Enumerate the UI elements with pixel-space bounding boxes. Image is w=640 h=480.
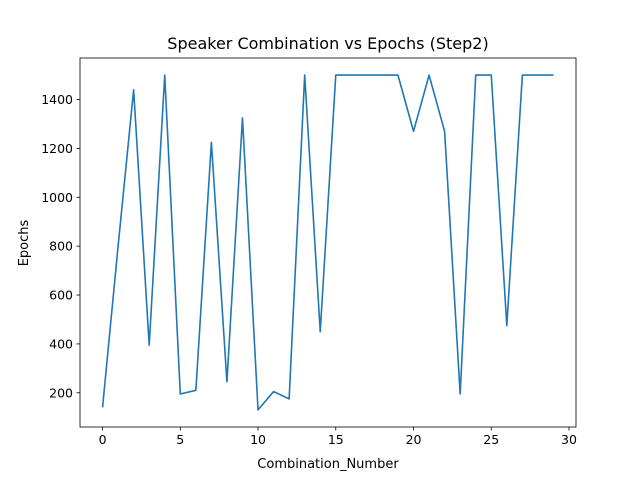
data-point bbox=[475, 74, 477, 76]
chart-title: Speaker Combination vs Epochs (Step2) bbox=[167, 34, 488, 53]
data-point bbox=[288, 398, 290, 400]
data-point bbox=[319, 330, 321, 332]
data-point bbox=[397, 74, 399, 76]
data-point bbox=[443, 130, 445, 132]
data-point bbox=[381, 74, 383, 76]
plot-area bbox=[79, 57, 577, 428]
y-tick-label: 600 bbox=[49, 288, 73, 303]
y-tick-label: 400 bbox=[49, 336, 73, 351]
x-tick-label: 5 bbox=[176, 432, 184, 447]
data-point bbox=[117, 245, 119, 247]
data-point bbox=[226, 381, 228, 383]
data-point bbox=[164, 74, 166, 76]
data-point bbox=[490, 74, 492, 76]
data-point bbox=[210, 141, 212, 143]
y-tick-label: 1400 bbox=[41, 92, 73, 107]
x-tick-label: 10 bbox=[250, 432, 266, 447]
data-point bbox=[272, 390, 274, 392]
x-tick-label: 30 bbox=[561, 432, 577, 447]
data-point bbox=[195, 389, 197, 391]
data-point bbox=[179, 393, 181, 395]
data-point bbox=[303, 74, 305, 76]
x-tick-label: 25 bbox=[483, 432, 499, 447]
series-line-0 bbox=[101, 74, 554, 411]
y-axis-ticks: 200 400 600 800 1000 1200 1400 bbox=[41, 92, 80, 400]
y-tick-label: 800 bbox=[49, 239, 73, 254]
y-tick-label: 1000 bbox=[41, 190, 73, 205]
data-point bbox=[552, 74, 554, 76]
x-tick-label: 20 bbox=[406, 432, 422, 447]
axes-frame bbox=[79, 57, 577, 428]
data-point bbox=[428, 74, 430, 76]
x-axis-label: Combination_Number bbox=[257, 457, 399, 472]
data-point bbox=[366, 74, 368, 76]
data-point bbox=[335, 74, 337, 76]
x-axis-ticks: 0 5 10 15 20 25 30 bbox=[99, 427, 577, 447]
data-point bbox=[537, 74, 539, 76]
data-point bbox=[148, 344, 150, 346]
y-tick-label: 200 bbox=[49, 385, 73, 400]
data-point bbox=[412, 130, 414, 132]
data-point bbox=[257, 409, 259, 411]
y-axis-label: Epochs bbox=[17, 219, 32, 266]
data-point bbox=[459, 393, 461, 395]
data-point bbox=[241, 117, 243, 119]
data-point bbox=[101, 406, 103, 408]
y-tick-label: 1200 bbox=[41, 141, 73, 156]
data-point bbox=[521, 74, 523, 76]
x-tick-label: 0 bbox=[99, 432, 107, 447]
x-tick-label: 15 bbox=[328, 432, 344, 447]
data-point bbox=[350, 74, 352, 76]
data-point bbox=[506, 324, 508, 326]
data-point bbox=[132, 89, 134, 91]
